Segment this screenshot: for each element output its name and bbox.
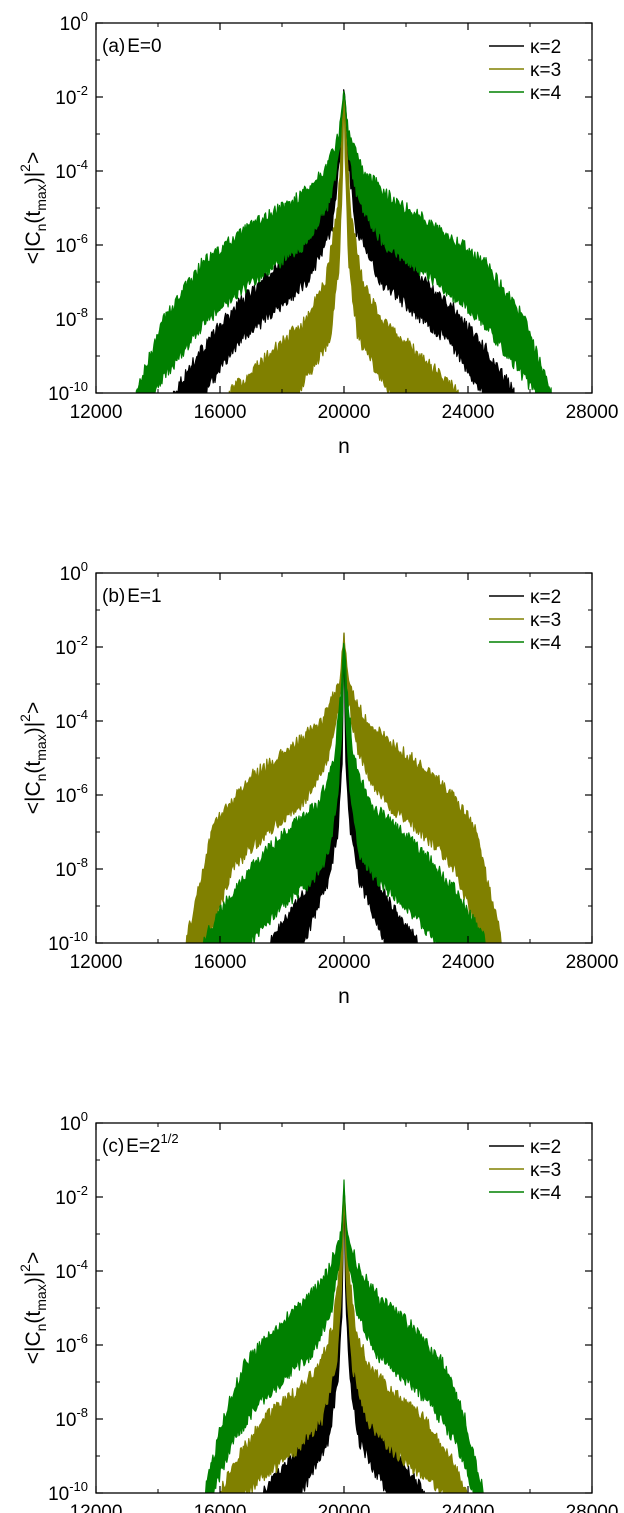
x-tick-label: 24000 — [442, 1502, 495, 1513]
legend-label: κ=4 — [530, 1183, 562, 1204]
x-tick-label: 20000 — [318, 952, 371, 973]
x-tick-label: 20000 — [318, 1502, 371, 1513]
legend-label: κ=4 — [530, 633, 562, 654]
chart-panel-a: 12000 16000 20000 24000 2800010-1010-810-610… — [17, 9, 618, 458]
series-band-kappa-3 — [228, 97, 459, 393]
x-tick-label: 16000 — [194, 1502, 247, 1513]
y-axis-label: <|Cn(tmax)|2> — [17, 702, 49, 814]
y-axis-label: <|Cn(tmax)|2> — [17, 152, 49, 264]
y-tick-label: 10-2 — [55, 1183, 88, 1209]
x-axis-label: n — [338, 985, 350, 1008]
y-tick-label: 10-10 — [48, 929, 88, 955]
y-tick-label: 100 — [60, 1109, 88, 1135]
x-tick-label: 12000 — [70, 952, 123, 973]
y-tick-label: 10-4 — [55, 1257, 88, 1283]
plot-frame — [95, 1122, 593, 1494]
series-band-kappa-4 — [202, 642, 486, 943]
y-tick-label: 10-2 — [55, 83, 88, 109]
panel-label: (c) E=21/2 — [102, 1131, 179, 1157]
chart-panel-c: 12000 16000 20000 24000 2800010-1010-810-610… — [17, 1109, 618, 1513]
legend-label: κ=2 — [530, 1137, 561, 1158]
x-tick-label: 24000 — [442, 952, 495, 973]
y-tick-label: 10-4 — [55, 707, 88, 733]
legend-label: κ=2 — [530, 37, 561, 58]
plot-frame — [95, 572, 593, 944]
x-tick-label: 28000 — [566, 402, 619, 423]
y-tick-label: 100 — [60, 559, 88, 585]
y-tick-label: 100 — [60, 9, 88, 35]
plot-area — [135, 89, 552, 393]
y-tick-label: 10-8 — [55, 305, 88, 331]
legend-label: κ=4 — [530, 83, 562, 104]
y-tick-label: 10-2 — [55, 633, 88, 659]
panel-label: (b) E=1 — [102, 586, 162, 607]
x-tick-label: 16000 — [194, 402, 247, 423]
x-tick-label: 24000 — [442, 402, 495, 423]
y-tick-label: 10-6 — [55, 231, 88, 257]
series-band-kappa-4 — [204, 1179, 484, 1493]
plot-area — [185, 632, 502, 943]
x-tick-label: 20000 — [318, 402, 371, 423]
y-tick-label: 10-6 — [55, 1331, 88, 1357]
y-tick-label: 10-8 — [55, 1405, 88, 1431]
x-tick-label: 28000 — [566, 1502, 619, 1513]
legend-label: κ=3 — [530, 610, 561, 631]
x-tick-label: 12000 — [70, 402, 123, 423]
legend-label: κ=3 — [530, 60, 561, 81]
x-tick-label: 28000 — [566, 952, 619, 973]
x-tick-label: 12000 — [70, 1502, 123, 1513]
y-tick-label: 10-6 — [55, 781, 88, 807]
chart-panel-b: 12000 16000 20000 24000 28000 10-10 10-8 10-6 10… — [17, 559, 618, 1008]
legend-label: κ=3 — [530, 1160, 561, 1181]
series-band-kappa-4 — [135, 91, 552, 393]
y-tick-label: 10-4 — [55, 157, 88, 183]
plot-area — [204, 1179, 484, 1493]
panel-label: (a) E=0 — [102, 36, 162, 57]
legend-label: κ=2 — [530, 587, 561, 608]
x-axis-label: n — [338, 435, 350, 458]
series-band-kappa-3 — [219, 1191, 468, 1493]
y-axis-label: <|Cn(tmax)|2> — [17, 1252, 49, 1364]
x-tick-label: 16000 — [194, 952, 247, 973]
y-tick-label: 10-8 — [55, 855, 88, 881]
